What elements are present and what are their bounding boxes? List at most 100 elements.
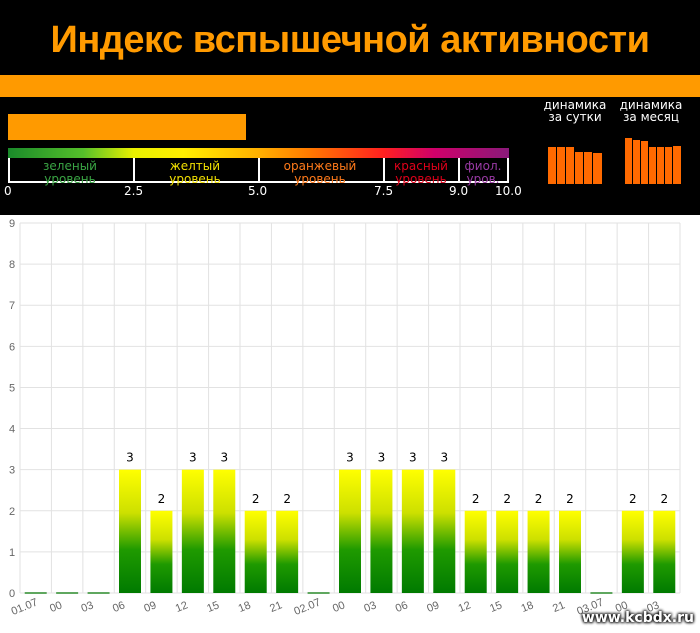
bar-value-label: 3 xyxy=(189,451,197,465)
x-tick-label: 06 xyxy=(111,599,127,615)
title-divider-band xyxy=(0,75,700,97)
mini-bar xyxy=(673,146,681,184)
bar xyxy=(276,510,299,593)
bar-value-label: 2 xyxy=(472,492,480,506)
daily-dynamics-label: динамика за сутки xyxy=(543,98,607,124)
bar xyxy=(496,510,519,593)
bar xyxy=(370,469,393,593)
scale-tick-5-0 xyxy=(258,158,260,183)
bar xyxy=(150,510,173,593)
bar xyxy=(213,469,236,593)
y-tick-label: 4 xyxy=(9,424,15,436)
y-tick-label: 2 xyxy=(9,506,15,518)
mini-bar xyxy=(633,140,640,184)
x-tick-label: 00 xyxy=(48,599,64,615)
y-tick-label: 9 xyxy=(9,218,15,230)
y-tick-label: 1 xyxy=(9,547,15,559)
bar xyxy=(559,510,581,593)
bar-value-label: 2 xyxy=(629,492,637,506)
current-index-bar xyxy=(8,114,246,140)
bar xyxy=(653,510,676,593)
x-tick-label: 12 xyxy=(457,599,473,615)
x-tick-label: 02.07 xyxy=(292,596,322,617)
bar-value-label: 3 xyxy=(440,451,448,465)
bar xyxy=(119,469,141,593)
bar xyxy=(433,469,456,593)
bar-value-label: 2 xyxy=(503,492,511,506)
bar-value-label: 2 xyxy=(660,492,668,506)
activity-scale-gradient xyxy=(8,148,509,158)
header-panel: Индекс вспышечной активности зеленый уро… xyxy=(0,0,700,215)
mini-bar xyxy=(575,152,583,184)
mini-bar xyxy=(641,141,648,184)
scale-tick-label: 5.0 xyxy=(248,184,268,198)
x-tick-label: 09 xyxy=(142,599,158,615)
bar-value-label: 3 xyxy=(126,451,134,465)
mini-bar xyxy=(593,153,602,184)
level-yellow-label: желтый уровень xyxy=(169,159,221,186)
scale-tick-9-0 xyxy=(458,158,460,183)
x-tick-label: 18 xyxy=(237,599,253,615)
y-tick-label: 5 xyxy=(9,382,15,394)
x-tick-label: 18 xyxy=(520,599,536,615)
bar xyxy=(621,510,644,593)
bar-value-label: 3 xyxy=(220,451,228,465)
y-tick-label: 0 xyxy=(9,588,15,600)
x-tick-label: 21 xyxy=(268,599,284,615)
bar xyxy=(401,469,424,593)
scale-tick-label: 2.5 xyxy=(124,184,144,198)
bar xyxy=(181,469,204,593)
y-tick-label: 7 xyxy=(9,300,15,312)
mini-bar xyxy=(566,147,574,184)
bar-value-label: 2 xyxy=(535,492,543,506)
x-tick-label: 21 xyxy=(551,599,567,615)
x-tick-label: 09 xyxy=(425,599,441,615)
bar-value-label: 2 xyxy=(158,492,166,506)
x-tick-label: 00 xyxy=(614,599,630,615)
level-orange-label: оранжевый уровень xyxy=(283,159,357,186)
scale-tick-2-5 xyxy=(133,158,135,183)
level-green-label: зеленый уровень xyxy=(43,159,97,186)
level-red-label: красный уровень xyxy=(394,159,448,186)
bar xyxy=(464,510,487,593)
monthly-dynamics-label: динамика за месяц xyxy=(619,98,683,124)
scale-tick-label: 9.0 xyxy=(449,184,469,198)
x-tick-label: 06 xyxy=(394,599,410,615)
bar-value-label: 2 xyxy=(252,492,260,506)
y-tick-label: 8 xyxy=(9,259,15,271)
mini-bar xyxy=(548,147,556,184)
scale-tick-7-5 xyxy=(383,158,385,183)
watermark: www.kcbdx.ru xyxy=(581,610,694,626)
bar-value-label: 2 xyxy=(283,492,291,506)
mini-bar xyxy=(657,147,664,184)
mini-bar xyxy=(625,138,632,184)
scale-tick-label: 10.0 xyxy=(495,184,522,198)
scale-tick-label: 0 xyxy=(4,184,12,198)
bar-value-label: 3 xyxy=(409,451,417,465)
scale-tick-label: 7.5 xyxy=(374,184,394,198)
bar-value-label: 2 xyxy=(566,492,574,506)
bar-value-label: 3 xyxy=(346,451,354,465)
x-tick-label: 03 xyxy=(80,599,96,615)
level-purple-label: фиол. уров. xyxy=(464,159,502,186)
bar xyxy=(527,510,550,593)
bar xyxy=(339,469,361,593)
scale-tick-0 xyxy=(8,158,10,183)
bar-value-label: 3 xyxy=(378,451,386,465)
mini-bar xyxy=(649,147,656,184)
x-tick-label: 00 xyxy=(331,599,347,615)
x-tick-label: 12 xyxy=(174,599,190,615)
x-tick-label: 03 xyxy=(645,599,661,615)
scale-tick-10-0 xyxy=(507,158,509,183)
bar xyxy=(244,510,267,593)
mini-bar xyxy=(584,152,592,184)
mini-bar xyxy=(557,147,565,184)
x-tick-label: 15 xyxy=(205,599,221,615)
page-title: Индекс вспышечной активности xyxy=(50,19,650,61)
mini-bar xyxy=(665,147,672,184)
y-tick-label: 6 xyxy=(9,341,15,353)
x-tick-label: 03 xyxy=(362,599,378,615)
x-tick-label: 15 xyxy=(488,599,504,615)
y-tick-label: 3 xyxy=(9,465,15,477)
